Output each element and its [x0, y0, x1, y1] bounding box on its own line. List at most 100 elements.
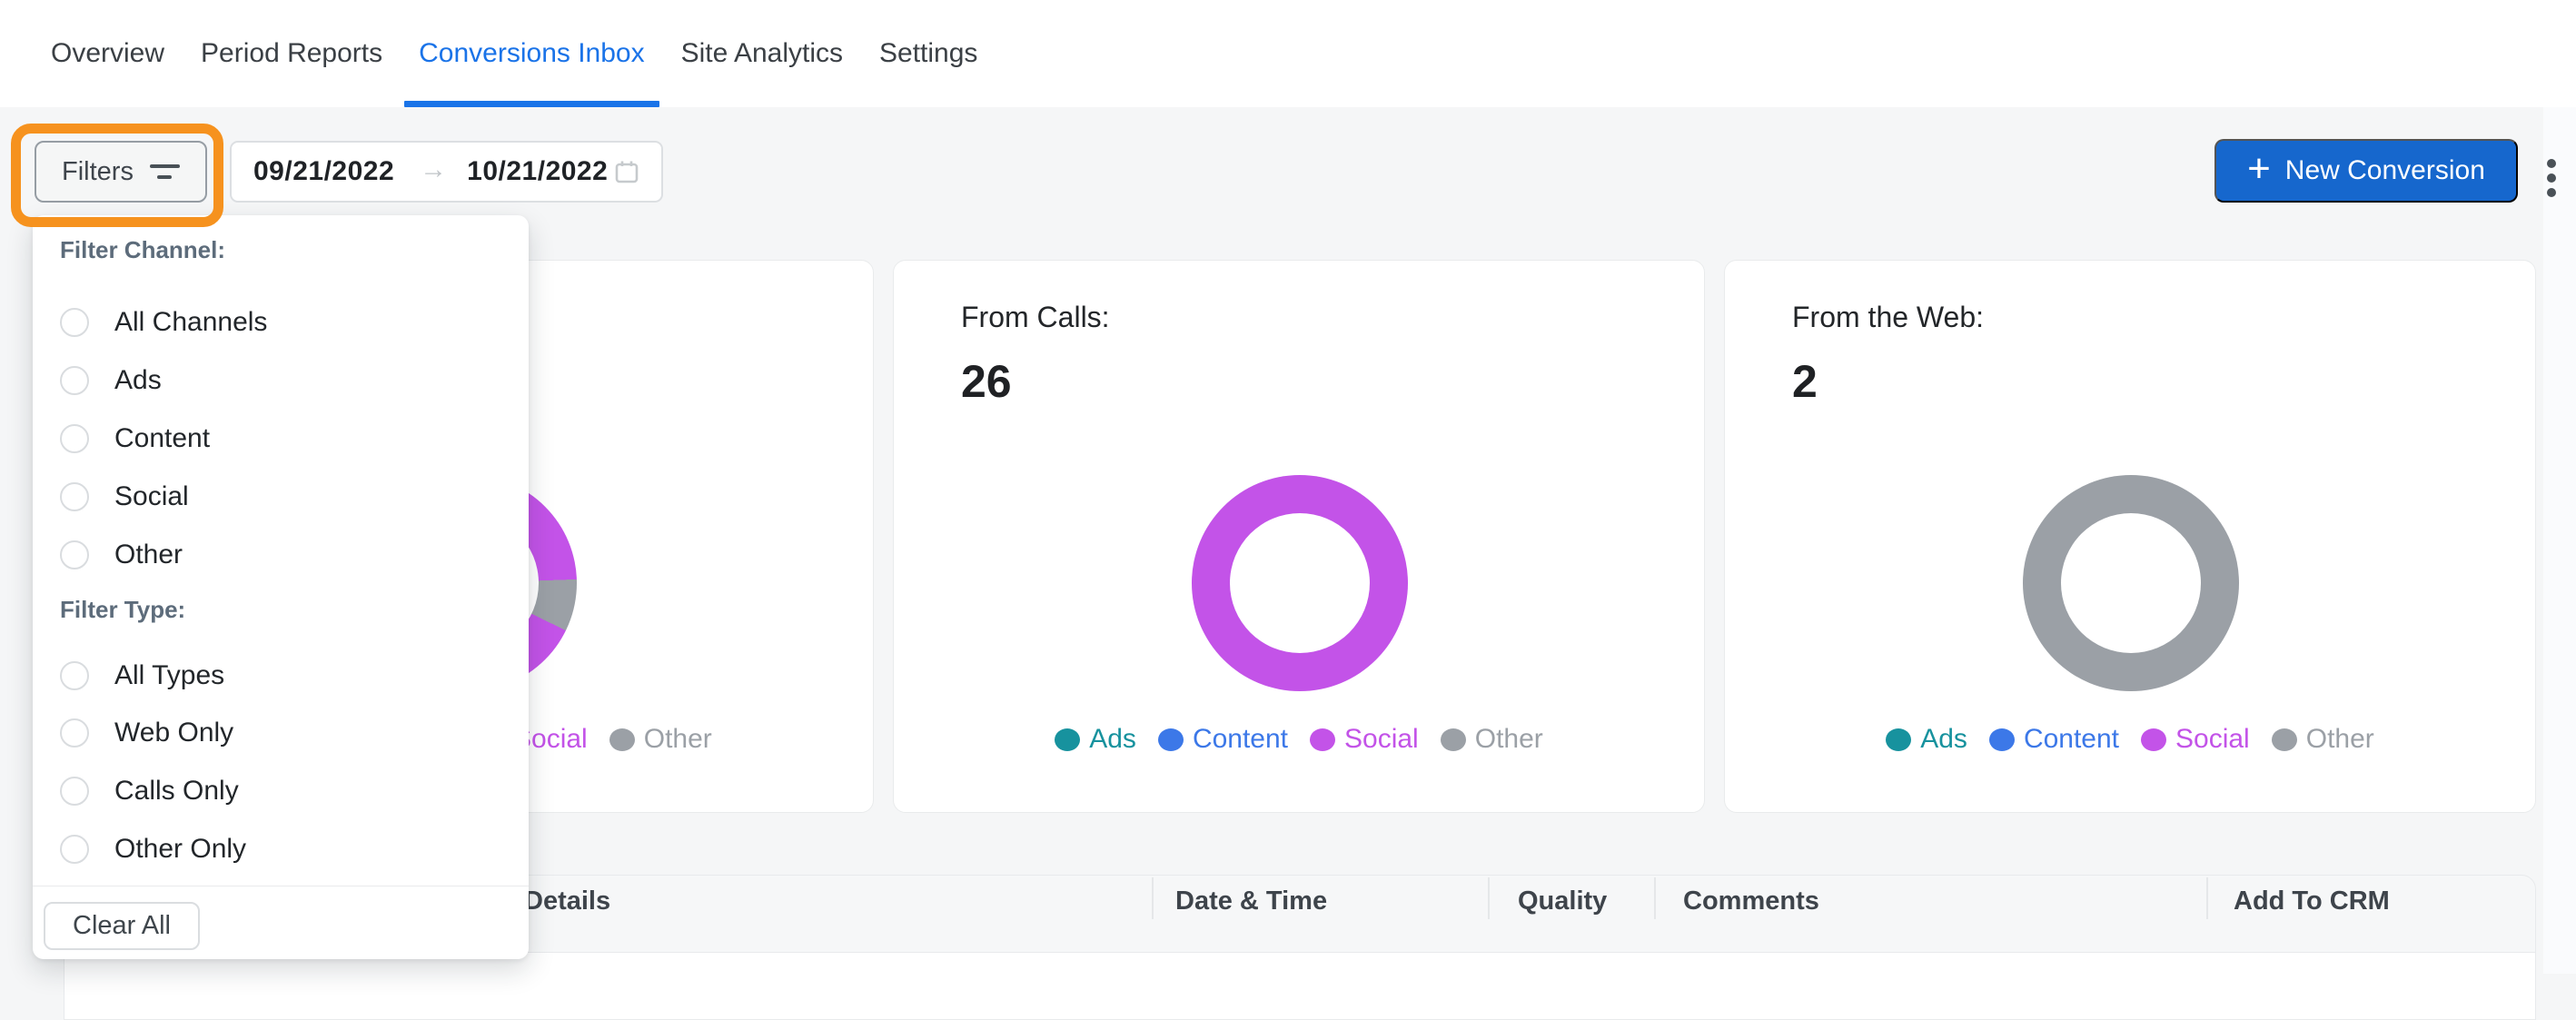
content-dot-icon: [1157, 728, 1184, 751]
scroll-gutter: [2543, 107, 2576, 974]
calendar-icon: [615, 161, 639, 183]
radio-option-content[interactable]: Content: [60, 410, 210, 468]
filter-type-section-label: Filter Type:: [60, 596, 186, 623]
radio-icon[interactable]: [60, 366, 89, 395]
filters-button[interactable]: Filters: [35, 141, 207, 203]
legend-label: Other: [643, 724, 712, 754]
social-dot-icon: [1310, 728, 1336, 751]
legend-item-other[interactable]: Other: [2271, 724, 2374, 755]
column-header-details: Details: [524, 886, 611, 916]
start-date-field[interactable]: 09/21/2022: [253, 156, 395, 186]
radio-option-all-types[interactable]: All Types: [60, 647, 224, 705]
legend-item-social[interactable]: Social: [1310, 724, 1419, 755]
filter-channel-section-label: Filter Channel:: [60, 236, 226, 263]
legend-label: Social: [1344, 724, 1419, 754]
social-dot-icon: [2141, 728, 2167, 751]
content-dot-icon: [1988, 728, 2015, 751]
other-dot-icon: [609, 728, 635, 751]
more-options-kebab-menu[interactable]: [2542, 151, 2561, 205]
chart-legend: Ads Content Social Other: [894, 724, 1704, 755]
tab-settings[interactable]: Settings: [879, 0, 977, 107]
option-label: Other Only: [114, 834, 247, 864]
other-dot-icon: [1440, 728, 1466, 751]
radio-icon[interactable]: [60, 835, 89, 864]
legend-label: Other: [1474, 724, 1543, 754]
radio-icon[interactable]: [60, 777, 89, 806]
radio-option-other[interactable]: Other: [60, 526, 183, 584]
summary-card-from-web: From the Web: 2 Ads Content Social Other: [1724, 260, 2536, 813]
legend-label: Ads: [1920, 724, 1967, 754]
radio-icon[interactable]: [60, 540, 89, 569]
legend-item-ads[interactable]: Ads: [1886, 724, 1967, 755]
radio-option-calls-only[interactable]: Calls Only: [60, 762, 239, 820]
radio-option-all-channels[interactable]: All Channels: [60, 293, 267, 352]
radio-option-other-only[interactable]: Other Only: [60, 820, 246, 878]
legend-item-other[interactable]: Other: [1440, 724, 1543, 755]
table-body-row: [64, 952, 2535, 1019]
radio-icon[interactable]: [60, 482, 89, 511]
legend-item-social[interactable]: Social: [2141, 724, 2250, 755]
option-label: Content: [114, 423, 211, 453]
card-value: 26: [961, 356, 1012, 407]
radio-option-web-only[interactable]: Web Only: [60, 704, 233, 762]
card-title: From the Web:: [1792, 301, 1985, 333]
ads-dot-icon: [1055, 728, 1081, 751]
legend-label: Content: [2023, 724, 2120, 754]
legend-label: Social: [2175, 724, 2250, 754]
card-value: 2: [1792, 356, 1818, 407]
radio-option-social[interactable]: Social: [60, 468, 189, 526]
tab-label: Overview: [51, 38, 165, 68]
active-tab-underline: [404, 101, 659, 107]
column-header-date-time: Date & Time: [1175, 886, 1328, 916]
tab-conversions-inbox[interactable]: Conversions Inbox: [404, 0, 659, 107]
column-header-quality: Quality: [1518, 886, 1608, 916]
legend-label: Other: [2305, 724, 2374, 754]
radio-icon[interactable]: [60, 718, 89, 748]
tab-site-analytics[interactable]: Site Analytics: [681, 0, 843, 107]
tab-label: Conversions Inbox: [419, 38, 645, 68]
top-nav: Overview Period Reports Conversions Inbo…: [0, 0, 2576, 107]
legend-item-ads[interactable]: Ads: [1055, 724, 1136, 755]
radio-icon[interactable]: [60, 661, 89, 690]
column-divider: [2206, 877, 2208, 919]
radio-option-ads[interactable]: Ads: [60, 352, 162, 410]
end-date-field[interactable]: 10/21/2022: [467, 156, 609, 186]
option-label: Social: [114, 481, 189, 511]
option-label: Calls Only: [114, 776, 239, 806]
other-dot-icon: [2271, 728, 2297, 751]
filters-dropdown-panel: Filter Channel: All Channels Ads Content…: [33, 215, 529, 959]
legend-item-content[interactable]: Content: [1157, 724, 1289, 755]
tab-label: Period Reports: [201, 38, 383, 68]
radio-icon[interactable]: [60, 308, 89, 337]
radio-icon[interactable]: [60, 424, 89, 453]
tab-period-reports[interactable]: Period Reports: [201, 0, 382, 107]
option-label: All Channels: [114, 307, 268, 337]
chart-legend: Ads Content Social Other: [1725, 724, 2535, 755]
filter-lines-icon: [149, 164, 180, 179]
legend-item-content[interactable]: Content: [1988, 724, 2120, 755]
new-conversion-button[interactable]: + New Conversion: [2214, 139, 2518, 203]
column-divider: [1654, 877, 1656, 919]
tab-overview[interactable]: Overview: [51, 0, 164, 107]
web-donut-chart: [2023, 475, 2239, 691]
option-label: Other: [114, 540, 183, 569]
clear-all-button[interactable]: Clear All: [44, 902, 200, 950]
tab-label: Settings: [879, 38, 978, 68]
new-conversion-label: New Conversion: [2284, 155, 2485, 185]
date-range-picker[interactable]: 09/21/2022 → 10/21/2022: [230, 141, 663, 203]
column-header-add-to-crm: Add To CRM: [2234, 886, 2390, 916]
card-title: From Calls:: [961, 301, 1110, 333]
option-label: All Types: [114, 660, 225, 690]
plus-icon: +: [2247, 146, 2271, 191]
range-arrow-icon: →: [420, 154, 448, 184]
calls-donut-chart: [1192, 475, 1408, 691]
column-header-comments: Comments: [1683, 886, 1819, 916]
summary-card-from-calls: From Calls: 26 Ads Content Social Other: [893, 260, 1705, 813]
option-label: Ads: [114, 365, 162, 395]
filters-button-label: Filters: [62, 156, 134, 186]
legend-item-other[interactable]: Other: [609, 724, 712, 755]
option-label: Web Only: [114, 718, 234, 748]
legend-label: Content: [1192, 724, 1289, 754]
ads-dot-icon: [1886, 728, 1912, 751]
column-divider: [1152, 877, 1154, 919]
